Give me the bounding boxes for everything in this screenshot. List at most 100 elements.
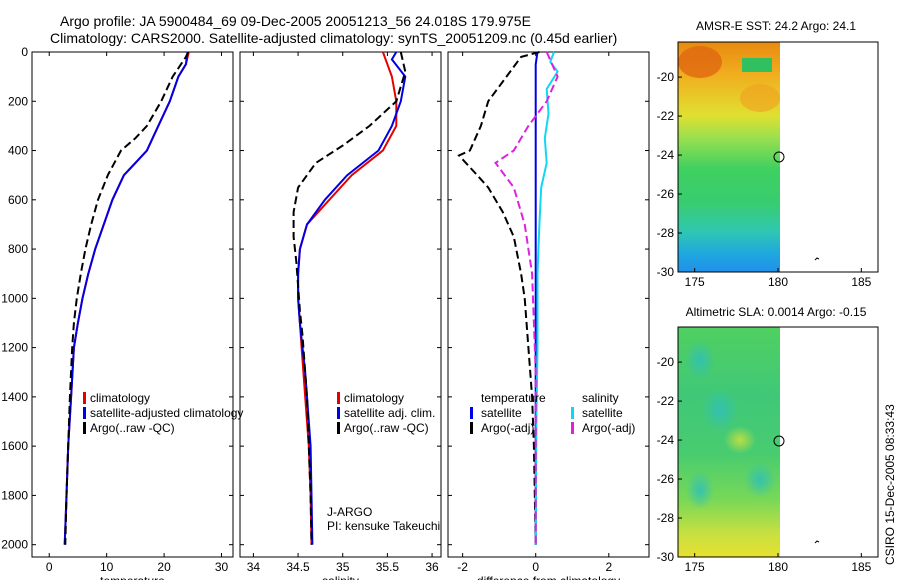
legend-swatch-black [83, 422, 86, 434]
y-tick-label: 1800 [1, 488, 28, 502]
map-x-tick-label: 185 [851, 560, 871, 574]
map-y-tick-label: -24 [657, 433, 675, 447]
y-tick-label: 0 [21, 45, 28, 59]
sst-argo-marker [773, 151, 785, 163]
sla-map-axes: 175 180 185 -20 -22 -24 -26 -28 -30 [657, 355, 872, 574]
x-tick-label: 35.5 [376, 560, 400, 574]
sla-low-patch [744, 462, 776, 498]
legend-swatch-blue [470, 407, 473, 419]
x-tick-label: 30 [215, 560, 229, 574]
x-tick-label: -2 [457, 560, 468, 574]
legend-label: salinity [582, 391, 619, 405]
map-y-tick-label: -22 [657, 109, 675, 123]
legend-label: Argo(-adj) [481, 421, 534, 435]
map-y-tick-label: -20 [657, 70, 675, 84]
temperature-panel: 0 10 20 30 temperature 0 200 400 600 800 1000 1200 1… [1, 45, 234, 580]
x-axis-label: difference from climatology [477, 574, 620, 580]
y-tick-label: 800 [8, 242, 28, 256]
map-y-tick-label: -20 [657, 355, 675, 369]
map-y-tick-label: -28 [657, 226, 675, 240]
x-tick-label: 34 [247, 560, 261, 574]
map-y-tick-label: -30 [657, 265, 675, 279]
sst-warm-patch [678, 46, 722, 78]
legend-label: temperature [481, 391, 546, 405]
difference-legend: temperature satellite Argo(-adj) salinit… [470, 391, 635, 435]
x-tick-label: 36 [425, 560, 439, 574]
y-tick-label: 1000 [1, 291, 28, 305]
sla-high-patch [724, 426, 756, 454]
legend-swatch-blue [337, 407, 340, 419]
y-tick-label: 400 [8, 144, 28, 158]
figure-title-line-2: Climatology: CARS2000. Satellite-adjuste… [50, 30, 618, 46]
legend-label: satellite adj. clim. [344, 406, 435, 420]
x-tick-label: 0 [532, 560, 539, 574]
y-tick-label: 2000 [1, 538, 28, 552]
series-line [494, 51, 559, 545]
series-line [292, 51, 407, 545]
y-tick-label: 1400 [1, 390, 28, 404]
legend-swatch-black [337, 422, 340, 434]
temperature-legend: climatology satellite-adjusted climatolo… [83, 391, 243, 435]
sst-warm-patch [740, 84, 780, 112]
map-y-tick-label: -24 [657, 148, 675, 162]
sla-low-patch [686, 470, 714, 510]
legend-swatch-black [470, 422, 473, 434]
credit-timestamp: CSIRO 15-Dec-2005 08:33:43 [883, 404, 897, 565]
x-axis-label: salinity [322, 574, 359, 580]
legend-label: satellite [481, 406, 522, 420]
sla-argo-marker [773, 435, 785, 447]
map-x-tick-label: 185 [851, 275, 871, 289]
sst-map [677, 41, 879, 273]
legend-swatch-magenta [571, 422, 574, 434]
x-tick-label: 35 [336, 560, 350, 574]
x-tick-label: 0 [46, 560, 53, 574]
x-axis-label: temperature [100, 574, 165, 580]
y-tick-label: 1600 [1, 439, 28, 453]
series-line [297, 51, 407, 545]
x-tick-label: 20 [157, 560, 171, 574]
x-tick-label: 2 [605, 560, 612, 574]
sst-field [678, 42, 780, 272]
sst-land-mask [742, 58, 772, 72]
sla-low-patch [685, 340, 715, 380]
map-y-tick-label: -26 [657, 187, 675, 201]
map-x-tick-label: 175 [685, 560, 705, 574]
series-line [63, 51, 189, 545]
legend-swatch-red [337, 392, 340, 404]
map-x-tick-label: 180 [768, 560, 788, 574]
map-x-tick-label: 175 [685, 275, 705, 289]
x-tick-label: 10 [100, 560, 114, 574]
pi-label: PI: kensuke Takeuchi [327, 519, 440, 533]
x-tick-label: 34.5 [286, 560, 310, 574]
legend-label: Argo(-adj) [582, 421, 635, 435]
series-line [297, 51, 398, 545]
plot-frame [447, 51, 650, 558]
map-y-tick-label: -22 [657, 394, 675, 408]
salinity-panel: 34 34.5 35 35.5 36 salinity [239, 51, 442, 580]
sla-map [677, 326, 879, 558]
legend-label: satellite-adjusted climatology [90, 406, 243, 420]
map-y-tick-label: -28 [657, 511, 675, 525]
y-tick-label: 200 [8, 94, 28, 108]
map-x-tick-label: 180 [768, 275, 788, 289]
y-tick-label: 600 [8, 193, 28, 207]
series-line [457, 51, 540, 545]
map-y-tick-label: -30 [657, 550, 675, 564]
sla-low-patch [702, 388, 738, 432]
legend-label: climatology [344, 391, 404, 405]
sst-island-glyph [814, 257, 820, 261]
data-center-label: J-ARGO [327, 505, 372, 519]
legend-label: satellite [582, 406, 623, 420]
series-line [64, 51, 190, 545]
difference-panel: -2 0 2difference from climatology [447, 51, 650, 580]
legend-swatch-red [83, 392, 86, 404]
legend-swatch-cyan [571, 407, 574, 419]
legend-label: climatology [90, 391, 150, 405]
sla-island-glyph [814, 540, 820, 544]
sst-map-title: AMSR-E SST: 24.2 Argo: 24.1 [696, 19, 856, 33]
salinity-legend: climatology satellite adj. clim. Argo(..… [327, 391, 440, 533]
legend-label: Argo(..raw -QC) [344, 421, 429, 435]
legend-swatch-blue [83, 407, 86, 419]
map-y-tick-label: -26 [657, 472, 675, 486]
